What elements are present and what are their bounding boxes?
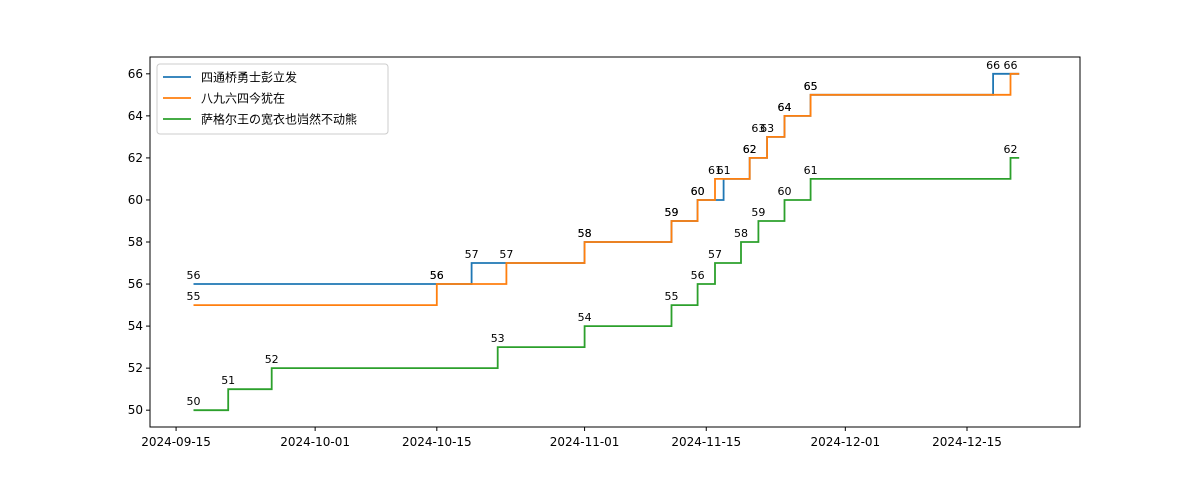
data-label: 61: [708, 164, 722, 177]
legend-label: 萨格尔王の宽衣也岿然不动熊: [201, 112, 357, 127]
data-label: 63: [760, 122, 774, 135]
data-label: 61: [717, 164, 731, 177]
series-line-2: [193, 72, 1020, 306]
data-label: 64: [778, 101, 792, 114]
data-label: 58: [578, 227, 592, 240]
data-label: 54: [578, 311, 592, 324]
data-label: 57: [465, 248, 479, 261]
series-line-3: [193, 157, 1020, 412]
x-tick-label: 2024-10-15: [402, 435, 472, 449]
y-tick-label: 50: [128, 403, 143, 417]
y-tick-label: 64: [128, 109, 143, 123]
y-tick-label: 58: [128, 235, 143, 249]
data-label: 59: [751, 206, 765, 219]
data-label: 52: [265, 353, 279, 366]
data-label: 55: [665, 290, 679, 303]
data-label: 55: [187, 290, 201, 303]
y-tick-label: 62: [128, 151, 143, 165]
x-tick-label: 2024-11-15: [671, 435, 741, 449]
legend-label: 四通桥勇士彭立发: [201, 70, 297, 85]
data-label: 64: [778, 101, 792, 114]
data-label: 66: [986, 59, 1000, 72]
data-label: 63: [751, 122, 765, 135]
data-label: 56: [187, 269, 201, 282]
y-tick-label: 66: [128, 67, 143, 81]
data-label: 59: [665, 206, 679, 219]
data-label: 60: [778, 185, 792, 198]
data-label: 60: [691, 185, 705, 198]
y-tick-label: 52: [128, 361, 143, 375]
data-label: 62: [1004, 143, 1018, 156]
data-label: 56: [430, 269, 444, 282]
data-label: 58: [578, 227, 592, 240]
y-tick-label: 56: [128, 277, 143, 291]
data-label: 65: [804, 80, 818, 93]
x-tick-label: 2024-11-01: [550, 435, 620, 449]
legend-label: 八九六四今犹在: [201, 91, 285, 106]
y-tick-label: 60: [128, 193, 143, 207]
data-label: 53: [491, 332, 505, 345]
data-label: 58: [734, 227, 748, 240]
data-label: 61: [804, 164, 818, 177]
legend-box: [156, 63, 389, 135]
data-label: 65: [804, 80, 818, 93]
x-tick-label: 2024-12-01: [810, 435, 880, 449]
x-tick-label: 2024-09-15: [141, 435, 211, 449]
x-tick-label: 2024-10-01: [280, 435, 350, 449]
data-label: 57: [499, 248, 513, 261]
data-label: 62: [743, 143, 757, 156]
data-label: 62: [743, 143, 757, 156]
data-label: 60: [691, 185, 705, 198]
axes: 2024-09-15 2024-10-01 2024-10-15 2024-11-01…: [128, 56, 1081, 449]
data-label: 51: [221, 374, 235, 387]
x-tick-label: 2024-12-15: [932, 435, 1002, 449]
data-label: 56: [430, 269, 444, 282]
data-label: 56: [691, 269, 705, 282]
plot-area: 56 56575859606162636465665556575859606162…: [187, 59, 1020, 412]
data-label: 66: [1004, 59, 1018, 72]
data-label: 50: [187, 395, 201, 408]
data-label: 57: [708, 248, 722, 261]
data-label: 59: [665, 206, 679, 219]
y-tick-label: 54: [128, 319, 143, 333]
